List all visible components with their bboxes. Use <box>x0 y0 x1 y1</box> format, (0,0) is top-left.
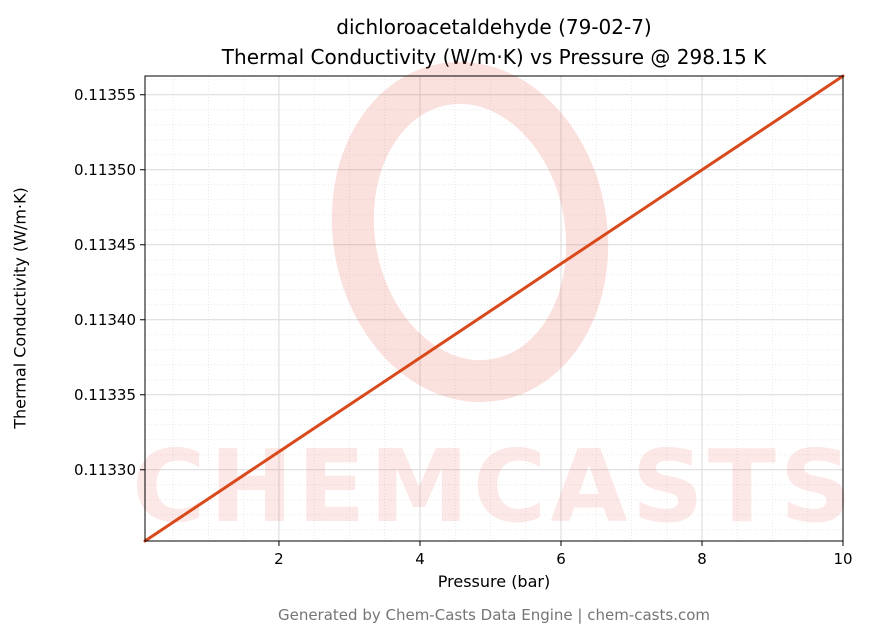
footer-text: Generated by Chem-Casts Data Engine | ch… <box>277 606 711 624</box>
chart-title-line1: dichloroacetaldehyde (79-02-7) <box>336 15 652 39</box>
data-line <box>143 74 845 543</box>
y-tick-label: 0.11350 <box>74 161 136 179</box>
y-tick-label: 0.11330 <box>74 461 136 479</box>
watermark-text: CHEMCASTS <box>132 428 856 545</box>
x-tick-label: 4 <box>415 550 425 568</box>
x-tick-label: 8 <box>697 550 707 568</box>
x-axis-label: Pressure (bar) <box>437 572 551 591</box>
y-tick-label: 0.11335 <box>74 386 136 404</box>
y-axis-label: Thermal Conductivity (W/m·K) <box>10 187 30 429</box>
plot-frame <box>144 75 844 542</box>
y-tick-label: 0.11340 <box>74 311 136 329</box>
watermark-logo-icon <box>331 61 609 403</box>
x-tick-label: 6 <box>556 550 566 568</box>
x-tick-label: 10 <box>833 550 852 568</box>
chart-title: dichloroacetaldehyde (79-02-7) Thermal C… <box>145 12 843 72</box>
y-tick-label: 0.11355 <box>74 86 136 104</box>
y-tick-label: 0.11345 <box>74 236 136 254</box>
chart-title-line2: Thermal Conductivity (W/m·K) vs Pressure… <box>221 45 767 69</box>
x-tick-label: 2 <box>274 550 284 568</box>
